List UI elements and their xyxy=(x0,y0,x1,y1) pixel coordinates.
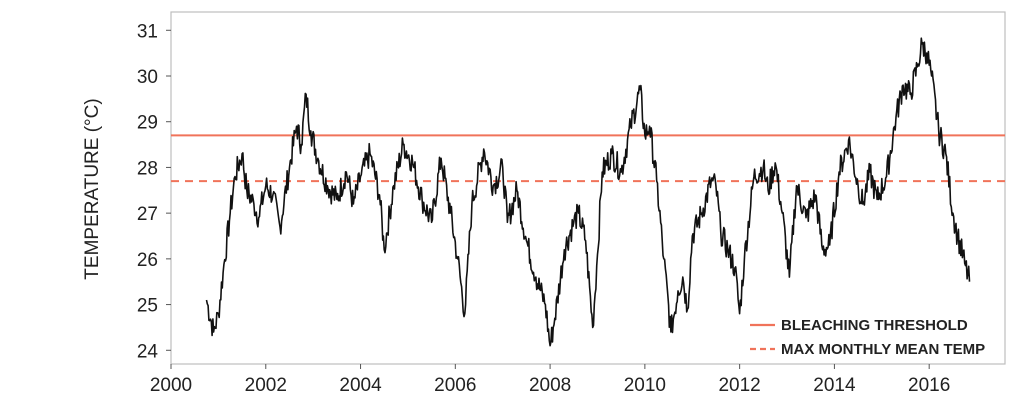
x-tick-label: 2016 xyxy=(908,375,950,396)
y-tick-label: 30 xyxy=(137,67,158,88)
y-tick-label: 31 xyxy=(137,21,158,42)
plot-area xyxy=(170,11,1006,365)
x-tick-label: 2004 xyxy=(339,375,382,396)
x-tick-label: 2014 xyxy=(813,375,856,396)
y-tick-label: 26 xyxy=(137,250,158,271)
x-tick-label: 2012 xyxy=(718,375,760,396)
x-axis: 2000 2002 2004 2006 2008 2010 2012 2014 2016 xyxy=(150,364,950,396)
x-tick-label: 2008 xyxy=(529,375,571,396)
y-axis-label: TEMPERATURE (°C) xyxy=(82,98,103,279)
y-tick-label: 29 xyxy=(137,113,158,134)
series-group xyxy=(205,37,971,347)
temperature-series-line xyxy=(205,37,971,347)
x-tick-label: 2000 xyxy=(150,375,192,396)
y-tick-label: 24 xyxy=(137,341,159,362)
y-tick-label: 25 xyxy=(137,296,158,317)
x-tick-label: 2006 xyxy=(434,375,476,396)
legend-label: MAX MONTHLY MEAN TEMP xyxy=(781,341,985,358)
y-axis: 24 25 26 27 28 29 30 31 xyxy=(137,21,171,362)
legend: BLEACHING THRESHOLD MAX MONTHLY MEAN TEMP xyxy=(750,317,985,358)
x-tick-label: 2010 xyxy=(624,375,666,396)
y-tick-label: 28 xyxy=(137,158,158,179)
y-tick-label: 27 xyxy=(137,204,158,225)
legend-label: BLEACHING THRESHOLD xyxy=(781,317,968,334)
x-tick-label: 2002 xyxy=(245,375,287,396)
